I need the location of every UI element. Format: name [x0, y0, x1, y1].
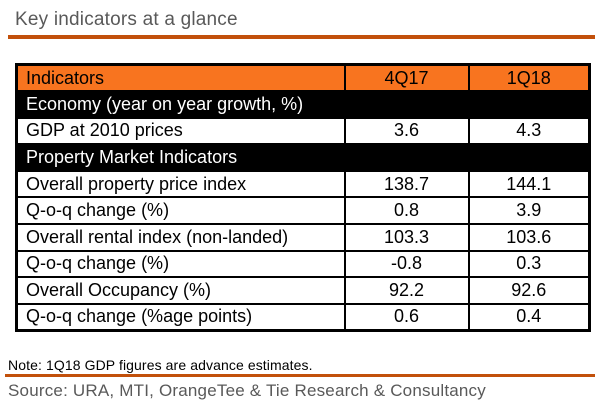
table-body: Economy (year on year growth, %) GDP at 2… — [15, 90, 591, 332]
value-1q18: 103.6 — [467, 223, 591, 252]
footer-rule — [5, 374, 595, 377]
value-4q17: 92.2 — [343, 276, 470, 305]
table-row: Q-o-q change (%age points) 0.6 0.4 — [15, 302, 591, 332]
section-row: Property Market Indicators — [15, 143, 591, 172]
title-underline-rule — [8, 35, 595, 39]
indicator-label: GDP at 2010 prices — [15, 116, 346, 146]
footnote: Note: 1Q18 GDP figures are advance estim… — [8, 357, 313, 373]
table-row: Q-o-q change (%) -0.8 0.3 — [15, 249, 591, 279]
value-1q18: 144.1 — [467, 169, 591, 199]
indicator-label: Overall Occupancy (%) — [15, 276, 346, 305]
value-4q17: 0.8 — [343, 196, 470, 226]
indicator-label: Overall property price index — [15, 169, 346, 199]
value-4q17: 138.7 — [343, 169, 470, 199]
value-4q17: 3.6 — [343, 116, 470, 146]
section-row: Economy (year on year growth, %) — [15, 90, 591, 119]
table-row: Overall rental index (non-landed) 103.3 10… — [15, 223, 591, 252]
value-1q18: 0.3 — [467, 249, 591, 279]
source-attribution: Source: URA, MTI, OrangeTee & Tie Resear… — [8, 381, 486, 400]
value-4q17: -0.8 — [343, 249, 470, 279]
indicator-label: Overall rental index (non-landed) — [15, 223, 346, 252]
column-header-indicators: Indicators — [15, 63, 346, 93]
value-1q18: 3.9 — [467, 196, 591, 226]
column-header-4q17: 4Q17 — [343, 63, 470, 93]
indicator-label: Q-o-q change (%age points) — [15, 302, 346, 332]
table-row: Overall property price index 138.7 144.1 — [15, 169, 591, 199]
indicator-label: Q-o-q change (%) — [15, 249, 346, 279]
table-row: GDP at 2010 prices 3.6 4.3 — [15, 116, 591, 146]
indicator-label: Q-o-q change (%) — [15, 196, 346, 226]
section-label: Economy (year on year growth, %) — [15, 90, 591, 119]
value-4q17: 103.3 — [343, 223, 470, 252]
section-label: Property Market Indicators — [15, 143, 591, 172]
value-4q17: 0.6 — [343, 302, 470, 332]
table-header-row: Indicators 4Q17 1Q18 — [15, 63, 591, 93]
indicators-table: Indicators 4Q17 1Q18 Economy (year on ye… — [15, 63, 591, 332]
page-title: Key indicators at a glance — [15, 9, 238, 30]
value-1q18: 0.4 — [467, 302, 591, 332]
value-1q18: 4.3 — [467, 116, 591, 146]
table-row: Q-o-q change (%) 0.8 3.9 — [15, 196, 591, 226]
column-header-1q18: 1Q18 — [467, 63, 591, 93]
value-1q18: 92.6 — [467, 276, 591, 305]
table-row: Overall Occupancy (%) 92.2 92.6 — [15, 276, 591, 305]
